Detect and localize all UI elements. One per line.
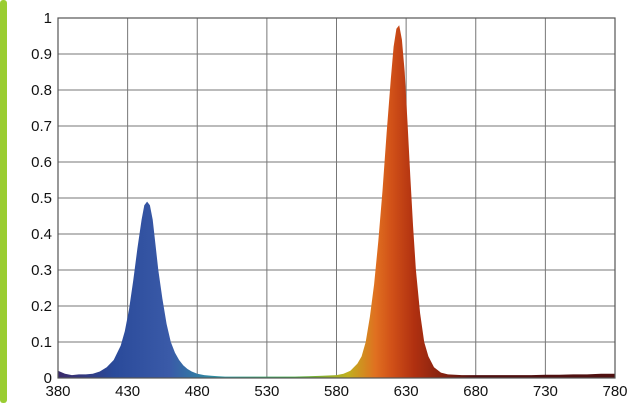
left-accent-bar: [0, 0, 7, 403]
x-tick-label-8: 780: [602, 383, 627, 400]
y-tick-label-6: 0.6: [31, 154, 52, 171]
x-tick-label-7: 730: [533, 383, 558, 400]
y-axis-ticks: 0 0.1 0.2 0.3 0.4 0.5 0.6 0.7 0.8 0.9 1: [31, 10, 52, 387]
y-tick-label-0: 0: [44, 370, 52, 387]
y-tick-label-4: 0.4: [31, 226, 52, 243]
x-tick-label-1: 430: [115, 383, 140, 400]
x-tick-label-3: 530: [254, 383, 279, 400]
x-tick-label-0: 380: [45, 383, 70, 400]
y-tick-label-9: 0.9: [31, 46, 52, 63]
x-axis-ticks: 380 430 480 530 580 630 680 730 780: [45, 383, 627, 400]
plot-frame: [57, 17, 616, 379]
y-tick-label-5: 0.5: [31, 190, 52, 207]
y-tick-label-1: 0.1: [31, 334, 52, 351]
x-tick-label-6: 680: [463, 383, 488, 400]
y-tick-label-10: 1: [44, 10, 52, 27]
y-tick-label-3: 0.3: [31, 262, 52, 279]
x-tick-label-2: 480: [185, 383, 210, 400]
y-tick-label-2: 0.2: [31, 298, 52, 315]
y-tick-label-7: 0.7: [31, 118, 52, 135]
x-tick-label-4: 580: [324, 383, 349, 400]
x-tick-label-5: 630: [394, 383, 419, 400]
y-tick-label-8: 0.8: [31, 82, 52, 99]
